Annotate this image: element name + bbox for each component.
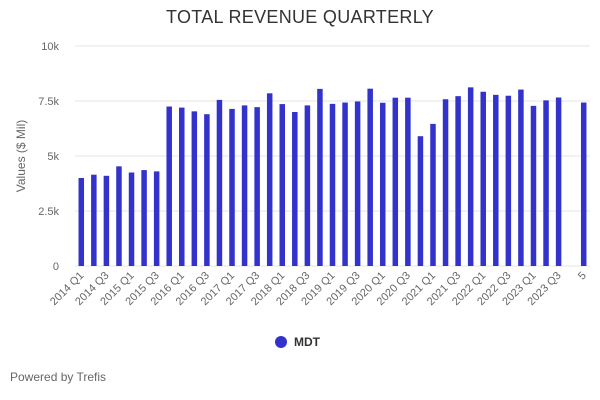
bar-2020-q1[interactable]	[379, 102, 386, 266]
bar-2014-q3[interactable]	[103, 175, 110, 266]
bar-2018-q1[interactable]	[279, 104, 286, 266]
bars	[78, 87, 587, 267]
bar-2015-q3[interactable]	[153, 171, 160, 266]
legend-marker-icon[interactable]	[275, 336, 287, 348]
legend-label[interactable]: MDT	[294, 335, 320, 349]
y-tick-label: 0	[53, 261, 59, 273]
bar-2020-q2[interactable]	[392, 97, 399, 266]
bar-2016-q2[interactable]	[191, 111, 198, 266]
bar-2014-q1[interactable]	[78, 178, 85, 266]
bar-2017-q1[interactable]	[229, 108, 235, 266]
bar-2017-q3[interactable]	[254, 107, 260, 266]
bar-2014-q2[interactable]	[91, 174, 97, 266]
bar-2023-q2[interactable]	[543, 100, 549, 266]
x-tick-label: 5	[576, 270, 589, 283]
y-tick-label: 2.5k	[38, 206, 59, 218]
bar-2018-q4[interactable]	[317, 88, 323, 267]
bar-2020-q4[interactable]	[417, 136, 424, 266]
chart-title: TOTAL REVENUE QUARTERLY	[166, 7, 434, 27]
y-axis-ticks: 0 2.5k 5k 7.5k 10k	[38, 41, 59, 273]
bar-2022-q4[interactable]	[518, 89, 524, 266]
bar-2019-q2[interactable]	[342, 102, 348, 266]
legend[interactable]: MDT	[275, 334, 320, 350]
bar-2019-q3[interactable]	[354, 101, 361, 266]
bar-2017-q4[interactable]	[266, 93, 273, 266]
bar-2015-q2[interactable]	[141, 170, 147, 266]
bar-2020-q3[interactable]	[405, 97, 411, 266]
bar-2018-q2[interactable]	[292, 112, 298, 266]
y-tick-label: 7.5k	[38, 96, 59, 108]
bar-2019-q1[interactable]	[329, 103, 336, 266]
bar-2023-q3[interactable]	[555, 97, 562, 266]
y-axis-label: Values ($ Mil)	[14, 120, 28, 192]
bar-2016-q1[interactable]	[179, 107, 185, 266]
bar-2015-q4[interactable]	[166, 106, 172, 267]
powered-by-credit: Powered by Trefis	[10, 370, 107, 384]
bar-2022-q1[interactable]	[480, 91, 486, 266]
bar-5[interactable]	[580, 102, 587, 266]
bar-2019-q4[interactable]	[367, 88, 373, 267]
bar-2023-q1[interactable]	[530, 105, 537, 266]
bar-2016-q4[interactable]	[216, 99, 223, 267]
bar-2017-q2[interactable]	[241, 105, 248, 267]
bar-2015-q1[interactable]	[128, 172, 135, 267]
bar-2021-q4[interactable]	[467, 87, 474, 266]
y-tick-label: 5k	[47, 151, 59, 163]
bar-2014-q4[interactable]	[116, 166, 122, 266]
bar-2021-q1[interactable]	[430, 123, 436, 266]
bar-2021-q2[interactable]	[442, 99, 449, 267]
bar-2016-q3[interactable]	[204, 114, 210, 266]
bar-2018-q3[interactable]	[304, 105, 311, 267]
bar-2021-q3[interactable]	[455, 96, 461, 266]
bar-2022-q2[interactable]	[493, 94, 499, 266]
bar-2022-q3[interactable]	[505, 95, 512, 266]
y-tick-label: 10k	[41, 41, 59, 53]
